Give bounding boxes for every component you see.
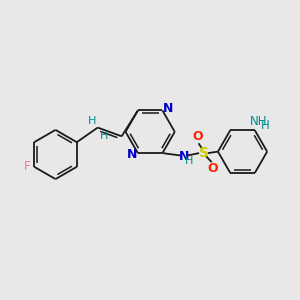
Text: S: S <box>199 146 208 160</box>
Text: F: F <box>24 160 31 173</box>
Text: H: H <box>260 119 269 132</box>
Text: O: O <box>193 130 203 143</box>
Text: H: H <box>88 116 97 126</box>
Text: N: N <box>163 103 173 116</box>
Text: O: O <box>207 162 218 175</box>
Text: H: H <box>100 131 109 141</box>
Text: N: N <box>127 148 138 161</box>
Text: NH: NH <box>250 115 268 128</box>
Text: N: N <box>179 151 189 164</box>
Text: H: H <box>185 156 193 166</box>
